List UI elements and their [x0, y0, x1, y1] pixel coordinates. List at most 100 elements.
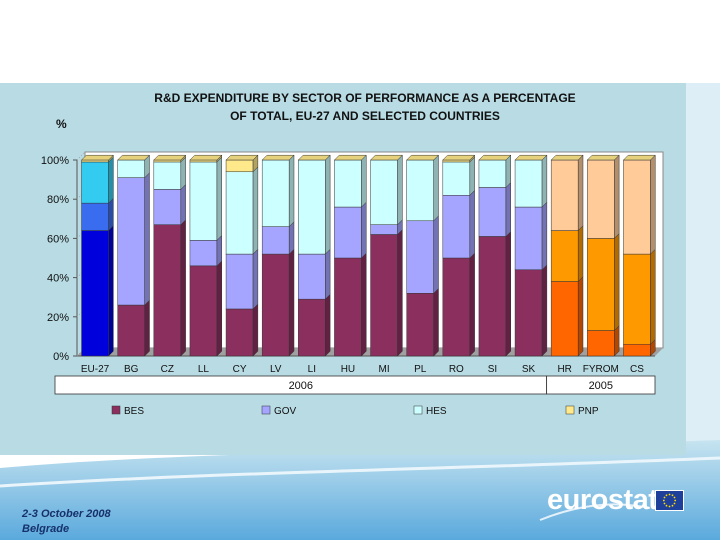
bar-cy-hes-side	[252, 166, 259, 255]
bar-ro-gov	[442, 195, 471, 259]
x-tick-label: MI	[379, 364, 390, 375]
eu-flag-icon	[655, 490, 684, 511]
bar-li-hes	[298, 159, 326, 255]
bar-ro-bes-side	[469, 252, 475, 357]
bar-sk-gov	[514, 206, 543, 271]
bar-fyrom-bes-side	[614, 325, 620, 357]
bar-si-bes-side	[505, 231, 511, 357]
x-tick-label: CY	[233, 364, 247, 375]
bar-hr-hes-side	[577, 154, 584, 232]
bar-cz-hes	[153, 161, 182, 190]
bar-li-hes-side	[325, 154, 331, 255]
bar-li-bes	[298, 298, 326, 357]
bar-hu-gov	[334, 206, 362, 259]
bar-hr-gov	[550, 230, 579, 282]
bar-fyrom-hes-side	[614, 154, 620, 240]
bar-ll-bes-side	[216, 260, 222, 357]
group-label-2006: 2006	[289, 380, 313, 392]
legend-label-bes: BES	[124, 406, 144, 417]
x-tick-label: LV	[270, 364, 282, 375]
group-label-2005: 2005	[589, 380, 613, 392]
bar-hr-gov-side	[577, 225, 584, 283]
bar-eu-27-bes	[81, 230, 109, 357]
bar-cy-bes	[225, 308, 254, 357]
bar-bg-gov-side	[144, 172, 150, 306]
bar-mi-bes	[370, 234, 398, 357]
bar-hr-hes	[550, 159, 579, 231]
bar-mi-bes-side	[397, 229, 403, 357]
side-strip	[686, 83, 720, 455]
bar-ro-gov-side	[469, 189, 475, 259]
bar-cy-gov-side	[252, 248, 259, 310]
bar-cy-gov	[225, 253, 254, 310]
x-tick-label: CZ	[161, 364, 174, 375]
y-tick-label: 20%	[47, 312, 69, 324]
bar-hu-hes	[334, 159, 362, 208]
bar-lv-bes	[261, 253, 290, 357]
bar-cz-bes-side	[180, 219, 186, 357]
eurostat-logo: eurostat	[547, 484, 658, 516]
legend-label-hes: HES	[426, 406, 447, 417]
bar-ll-hes-side	[216, 156, 222, 241]
x-tick-label: HR	[557, 364, 571, 375]
bar-eu-27-bes-side	[108, 225, 114, 357]
y-axis-label: %	[56, 117, 67, 131]
bar-sk-hes-side	[541, 154, 548, 208]
chart-title-line-1: R&D EXPENDITURE BY SECTOR OF PERFORMANCE…	[154, 91, 576, 105]
bar-hu-hes-side	[361, 154, 367, 208]
bar-li-gov	[298, 253, 326, 300]
y-tick-label: 80%	[47, 194, 69, 206]
bar-lv-gov-side	[288, 221, 295, 255]
bar-ll-top	[189, 154, 223, 161]
bar-cz-top	[153, 154, 187, 161]
bar-fyrom-bes	[587, 330, 615, 357]
bar-eu-27-hes-side	[108, 156, 114, 204]
bar-cs-hes-side	[650, 154, 656, 255]
bar-lv-top	[261, 154, 295, 161]
bar-si-bes	[478, 236, 507, 357]
x-tick-label: RO	[449, 364, 464, 375]
bar-hu-top	[333, 154, 367, 161]
bar-ll-gov-side	[216, 234, 222, 267]
x-tick-label: FYROM	[583, 364, 619, 375]
bar-li-bes-side	[325, 293, 331, 357]
chart-title-line-2: OF TOTAL, EU-27 AND SELECTED COUNTRIES	[230, 109, 500, 123]
y-tick-label: 0%	[53, 351, 69, 363]
bar-bg-hes	[117, 159, 145, 178]
bar-hr-top	[550, 154, 584, 161]
footer-date-line: 2-3 October 2008	[22, 508, 111, 520]
bar-fyrom-gov-side	[614, 232, 620, 332]
bar-lv-hes	[261, 159, 290, 227]
x-tick-label: PL	[414, 364, 427, 375]
bar-mi-hes-side	[397, 154, 403, 226]
bar-cs-gov	[623, 253, 651, 345]
bar-cy-pnp	[225, 159, 254, 173]
legend-swatch-bes	[111, 405, 121, 415]
bar-cs-bes	[623, 343, 651, 357]
bar-cz-gov-side	[180, 183, 186, 226]
bar-ll-hes	[189, 161, 218, 241]
bar-li-gov-side	[325, 248, 331, 300]
bar-eu-27-hes	[81, 161, 109, 204]
bar-ro-hes	[442, 161, 471, 196]
bar-bg-bes-side	[144, 299, 150, 357]
bar-pl-top	[406, 154, 440, 161]
bar-ro-top	[442, 154, 476, 161]
bar-sk-gov-side	[541, 201, 548, 271]
bar-li-top	[297, 154, 331, 161]
bar-ro-pnp	[442, 159, 471, 163]
bar-cz-gov	[153, 189, 182, 225]
x-tick-label: LI	[308, 364, 316, 375]
x-tick-label: BG	[124, 364, 139, 375]
footer-swoosh	[0, 456, 720, 488]
bar-eu-27-gov-side	[108, 197, 114, 232]
bar-ro-hes-side	[469, 156, 475, 196]
legend-label-pnp: PNP	[578, 406, 599, 417]
bar-si-hes-side	[505, 154, 511, 189]
bar-pl-gov	[406, 220, 434, 294]
bar-si-gov	[478, 187, 507, 237]
bar-cs-top	[622, 154, 656, 161]
bar-ll-pnp	[189, 159, 218, 163]
bar-fyrom-gov	[587, 238, 615, 331]
